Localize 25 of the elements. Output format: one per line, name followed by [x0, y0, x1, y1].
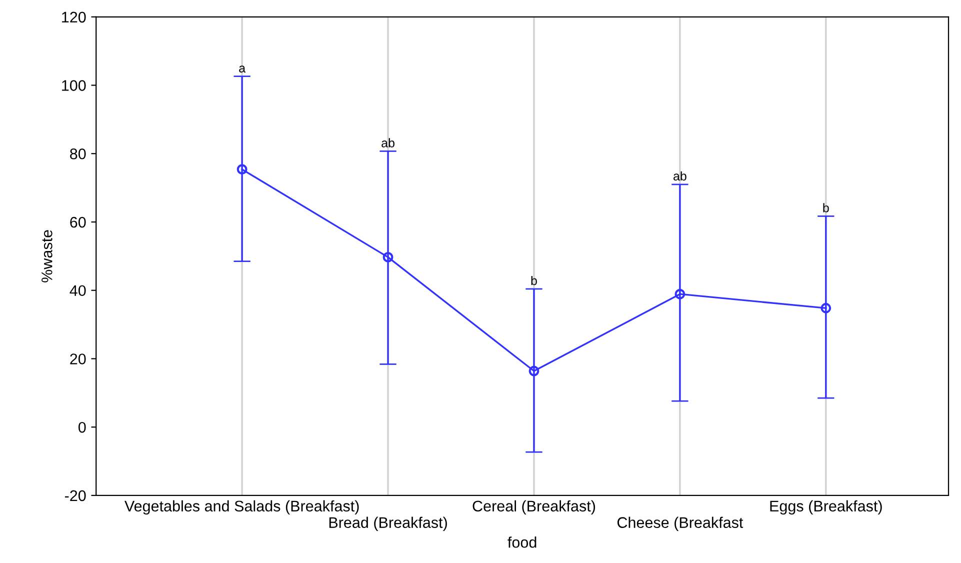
x-tick-label: Cereal (Breakfast) — [472, 500, 596, 515]
x-tick-label: Cheese (Breakfast — [617, 516, 744, 531]
y-tick-label: 100 — [62, 80, 86, 91]
point — [820, 302, 832, 314]
annotation: a — [239, 66, 246, 73]
y-tick-label: 40 — [70, 285, 86, 296]
point — [382, 252, 394, 262]
x-tick-label: Bread (Breakfast) — [329, 516, 447, 531]
y-axis-title: %waste — [42, 230, 52, 282]
x-tick-label: Eggs (Breakfast) — [770, 500, 882, 515]
y-tick-label: 120 — [62, 12, 86, 23]
y-tick-label: -20 — [64, 490, 86, 502]
y-tick-label: 80 — [70, 148, 86, 160]
annotation: b — [823, 203, 829, 212]
y-tick-label: 0 — [78, 422, 86, 433]
point — [528, 366, 540, 376]
y-tick-label: 20 — [70, 354, 86, 364]
point — [674, 288, 686, 300]
annotation: b — [531, 276, 537, 286]
annotation: ab — [382, 138, 394, 148]
annotation: ab — [674, 171, 686, 181]
x-axis-title: food — [508, 536, 536, 548]
x-tick-label: Vegetables and Salads (Breakfast) — [124, 500, 359, 515]
y-tick-label: 60 — [70, 216, 86, 228]
point — [236, 164, 248, 175]
